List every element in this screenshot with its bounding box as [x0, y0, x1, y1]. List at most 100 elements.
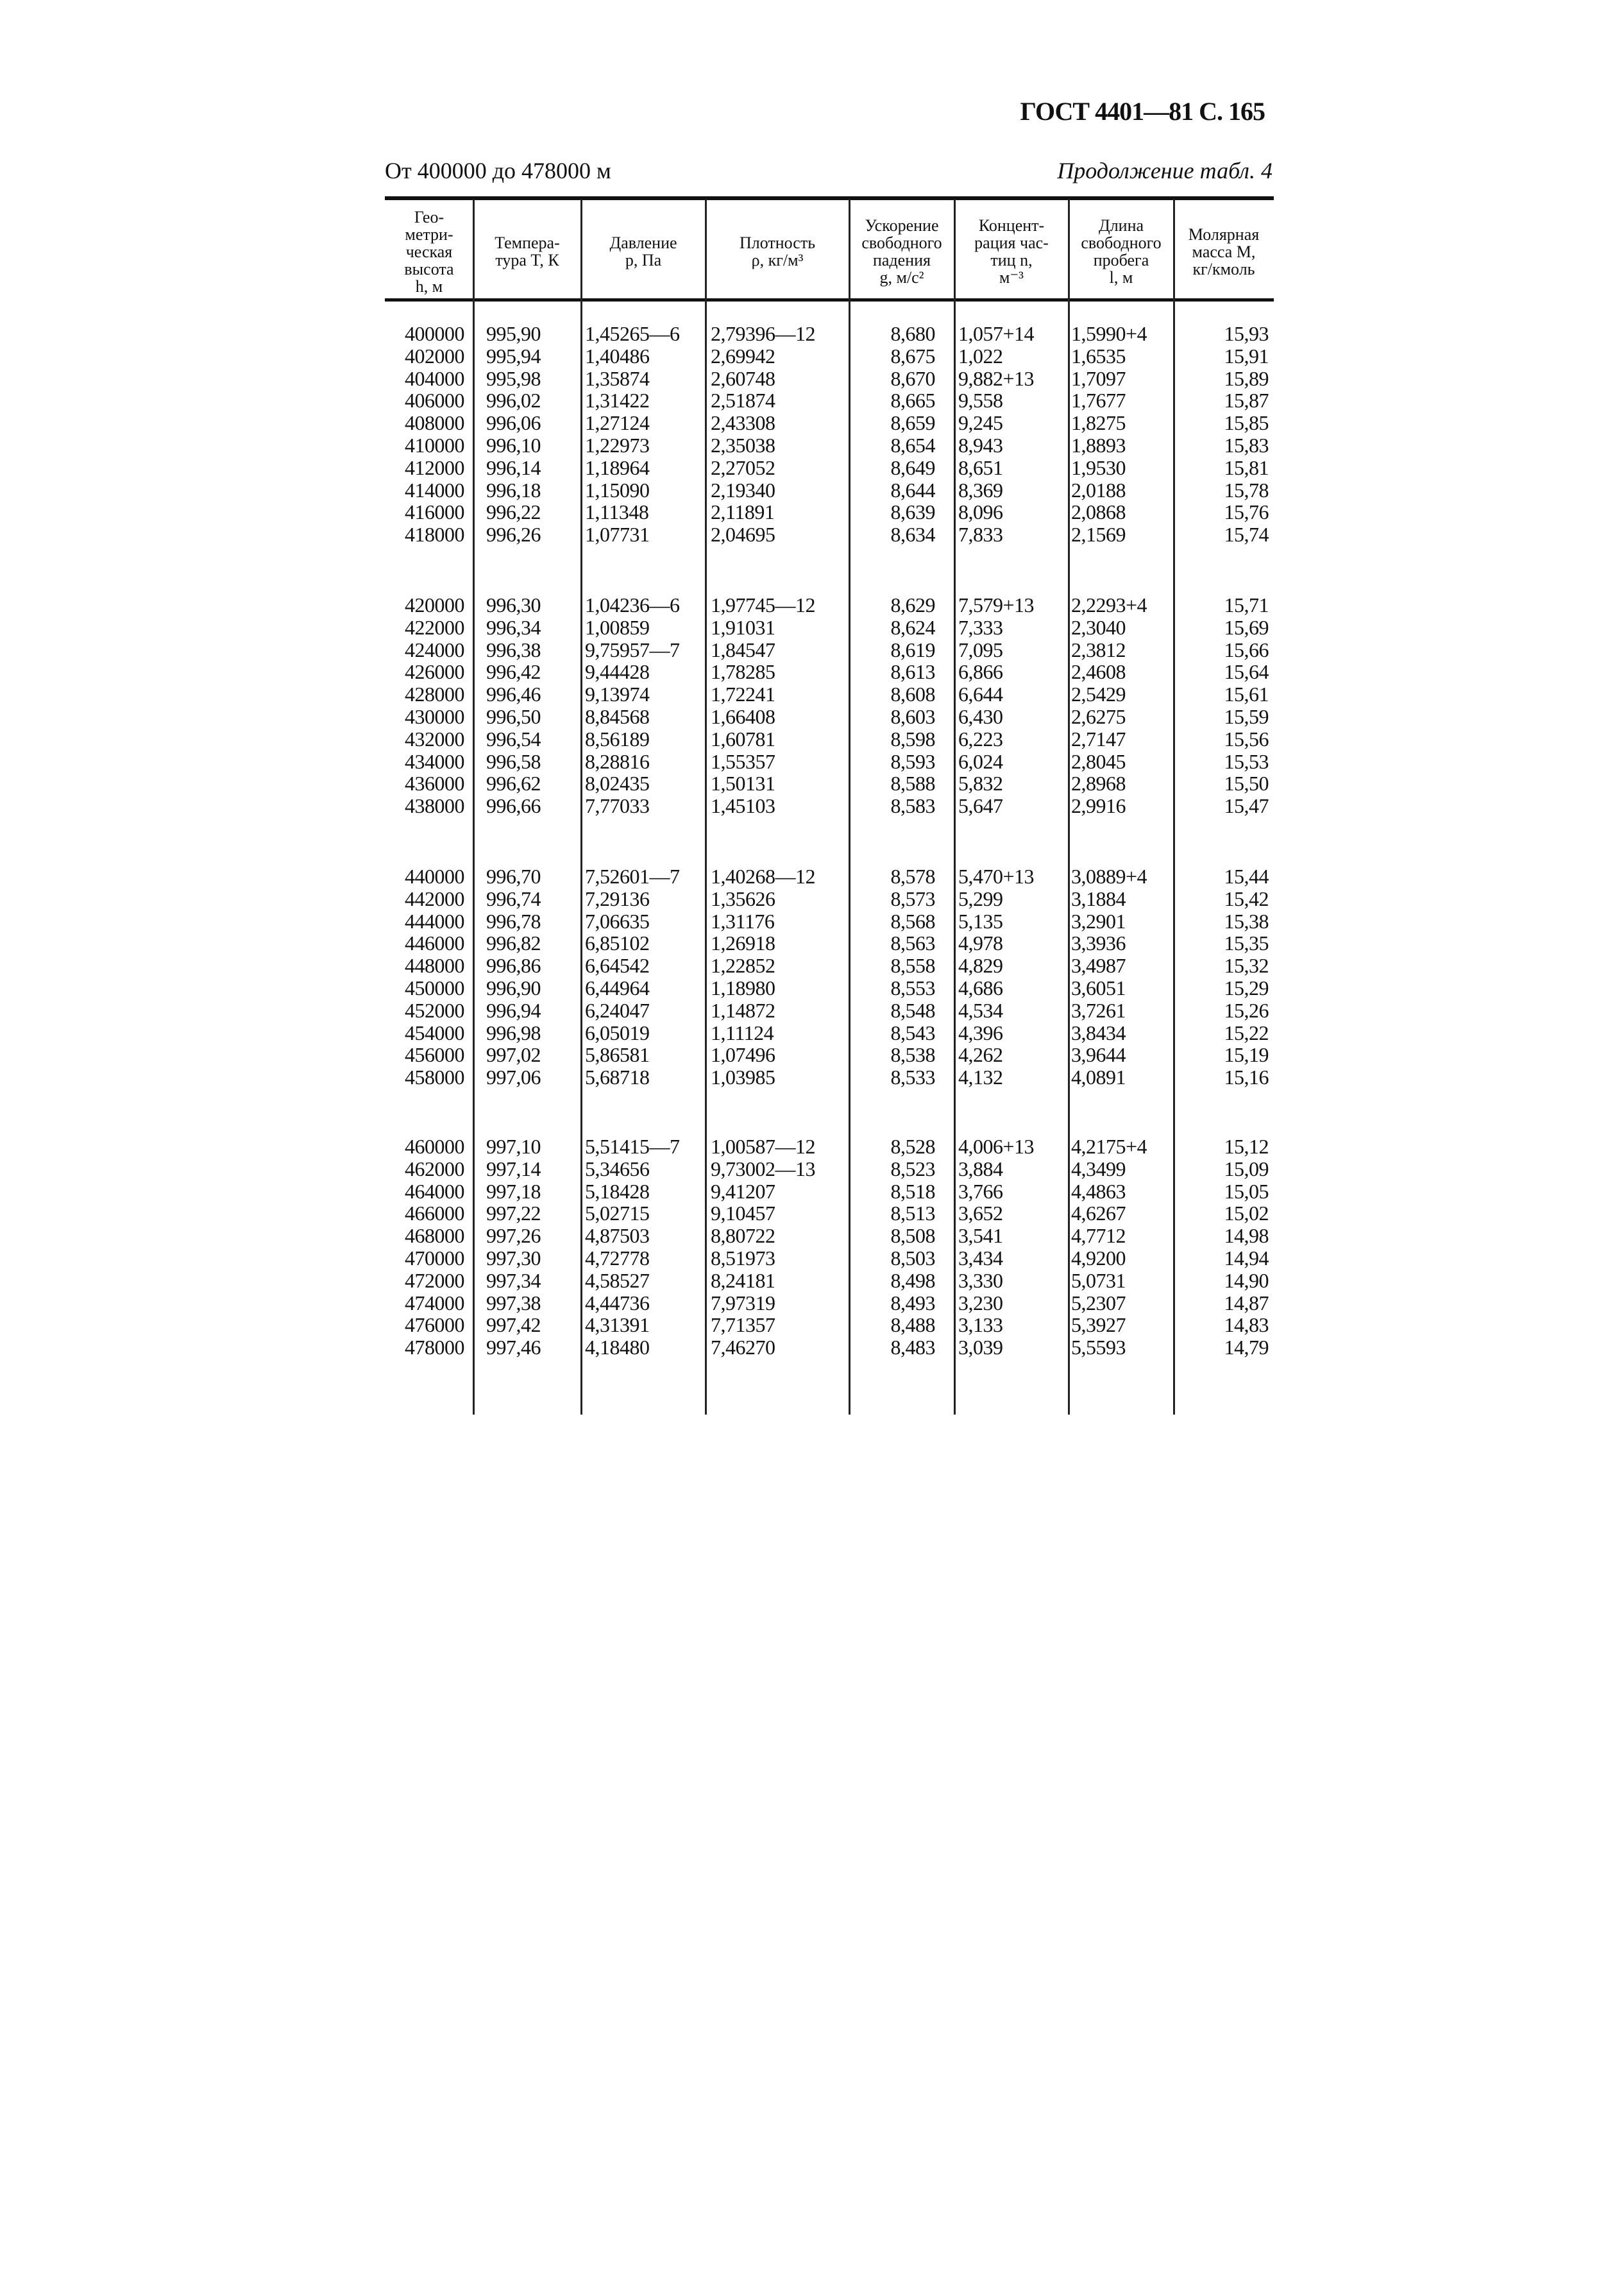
table-cell: 8,488 [890, 1313, 936, 1337]
table-cell: 1,50131 [711, 772, 775, 795]
table-cell: 14,94 [1224, 1246, 1269, 1270]
table-cell: 1,07496 [711, 1043, 775, 1067]
table-cell: 1,72241 [711, 683, 775, 706]
table-cell: 9,13974 [585, 683, 650, 706]
table-cell: 3,2901 [1071, 909, 1126, 933]
table-cell: 1,00859 [585, 615, 650, 639]
table-cell: 8,588 [890, 772, 936, 795]
table-cell: 8,523 [890, 1157, 936, 1180]
column-divider [473, 199, 475, 1415]
table-cell: 996,02 [486, 389, 541, 413]
table-cell: 5,299 [958, 887, 1003, 910]
table-cell: 2,2293+4 [1071, 593, 1147, 617]
table-cell: 8,603 [890, 705, 936, 728]
table-cell: 1,45265—6 [585, 322, 680, 345]
table-cell: 996,34 [486, 615, 541, 639]
table-cell: 3,9644 [1071, 1043, 1126, 1067]
table-cell: 996,86 [486, 954, 541, 978]
table-cell: 8,508 [890, 1224, 936, 1248]
table-cell: 464000 [405, 1179, 465, 1203]
table-cell: 8,533 [890, 1066, 936, 1089]
table-cell: 4,2175+4 [1071, 1135, 1147, 1158]
table-cell: 468000 [405, 1224, 465, 1248]
table-cell: 15,76 [1224, 500, 1269, 524]
table-cell: 440000 [405, 865, 465, 888]
table-cell: 1,84547 [711, 638, 775, 661]
table-cell: 6,024 [958, 749, 1003, 773]
table-cell: 9,245 [958, 411, 1003, 435]
table-cell: 4,829 [958, 954, 1003, 978]
table-cell: 3,541 [958, 1224, 1003, 1248]
table-cell: 997,26 [486, 1224, 541, 1248]
column-header: Давление p, Па [609, 234, 677, 269]
table-cell: 15,87 [1224, 389, 1269, 413]
continuation-caption: Продолжение табл. 4 [1057, 158, 1273, 183]
table-cell: 15,09 [1224, 1157, 1269, 1180]
table-cell: 996,18 [486, 478, 541, 502]
table-cell: 452000 [405, 998, 465, 1022]
table-cell: 8,369 [958, 478, 1003, 502]
table-cell: 1,11124 [711, 1021, 774, 1044]
table-cell: 5,3927 [1071, 1313, 1126, 1337]
table-cell: 1,27124 [585, 411, 650, 435]
table-cell: 438000 [405, 794, 465, 818]
table-cell: 8,665 [890, 389, 936, 413]
table-cell: 466000 [405, 1202, 465, 1225]
table-cell: 5,0731 [1071, 1268, 1126, 1292]
table-cell: 15,42 [1224, 887, 1269, 910]
table-cell: 8,644 [890, 478, 936, 502]
table-cell: 3,039 [958, 1336, 1003, 1359]
table-cell: 6,644 [958, 683, 1003, 706]
table-cell: 1,97745—12 [711, 593, 816, 617]
table-cell: 15,53 [1224, 749, 1269, 773]
table-cell: 1,40268—12 [711, 865, 816, 888]
table-cell: 5,5593 [1071, 1336, 1126, 1359]
table-cell: 406000 [405, 389, 465, 413]
table-cell: 6,430 [958, 705, 1003, 728]
table-cell: 408000 [405, 411, 465, 435]
table-cell: 8,943 [958, 434, 1003, 457]
table-cell: 996,90 [486, 976, 541, 999]
column-divider [1173, 199, 1175, 1415]
table-cell: 8,613 [890, 660, 936, 684]
table-cell: 1,60781 [711, 727, 775, 751]
table-cell: 2,1569 [1071, 523, 1126, 547]
table-cell: 15,66 [1224, 638, 1269, 661]
table-cell: 8,543 [890, 1021, 936, 1044]
column-divider [1068, 199, 1070, 1415]
table-cell: 997,34 [486, 1268, 541, 1292]
column-divider [705, 199, 707, 1415]
table-cell: 8,598 [890, 727, 936, 751]
table-cell: 4,58527 [585, 1268, 650, 1292]
table-cell: 3,1884 [1071, 887, 1126, 910]
table-cell: 14,87 [1224, 1291, 1269, 1314]
table-cell: 6,866 [958, 660, 1003, 684]
table-cell: 8,651 [958, 455, 1003, 479]
table-cell: 1,91031 [711, 615, 775, 639]
table-cell: 4,44736 [585, 1291, 650, 1314]
table-cell: 2,79396—12 [711, 322, 816, 345]
table-cell: 15,12 [1224, 1135, 1269, 1158]
table-cell: 416000 [405, 500, 465, 524]
table-cell: 4,6267 [1071, 1202, 1126, 1225]
table-cell: 4,72778 [585, 1246, 650, 1270]
table-cell: 7,29136 [585, 887, 650, 910]
table-cell: 1,45103 [711, 794, 775, 818]
table-cell: 15,32 [1224, 954, 1269, 978]
table-cell: 2,60748 [711, 366, 775, 390]
table-cell: 1,31422 [585, 389, 650, 413]
table-cell: 1,7677 [1071, 389, 1126, 413]
table-cell: 470000 [405, 1246, 465, 1270]
table-cell: 1,04236—6 [585, 593, 680, 617]
table-cell: 15,91 [1224, 344, 1269, 368]
table-cell: 7,71357 [711, 1313, 775, 1337]
table-cell: 8,558 [890, 954, 936, 978]
column-divider [580, 199, 582, 1415]
table-cell: 8,639 [890, 500, 936, 524]
table-cell: 8,02435 [585, 772, 650, 795]
table-cell: 8,593 [890, 749, 936, 773]
table-cell: 995,98 [486, 366, 541, 390]
table-cell: 8,675 [890, 344, 936, 368]
table-cell: 1,31176 [711, 909, 775, 933]
table-cell: 432000 [405, 727, 465, 751]
